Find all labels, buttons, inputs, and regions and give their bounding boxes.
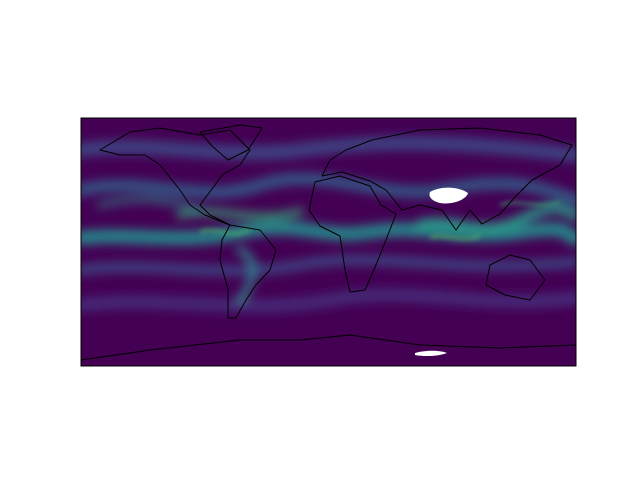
missing-data — [415, 350, 447, 357]
field-detail — [199, 200, 561, 241]
missing-data — [429, 187, 468, 204]
field-swirls — [81, 136, 576, 312]
field — [81, 118, 576, 366]
coastlines — [81, 124, 576, 361]
map-frame — [80, 117, 577, 367]
